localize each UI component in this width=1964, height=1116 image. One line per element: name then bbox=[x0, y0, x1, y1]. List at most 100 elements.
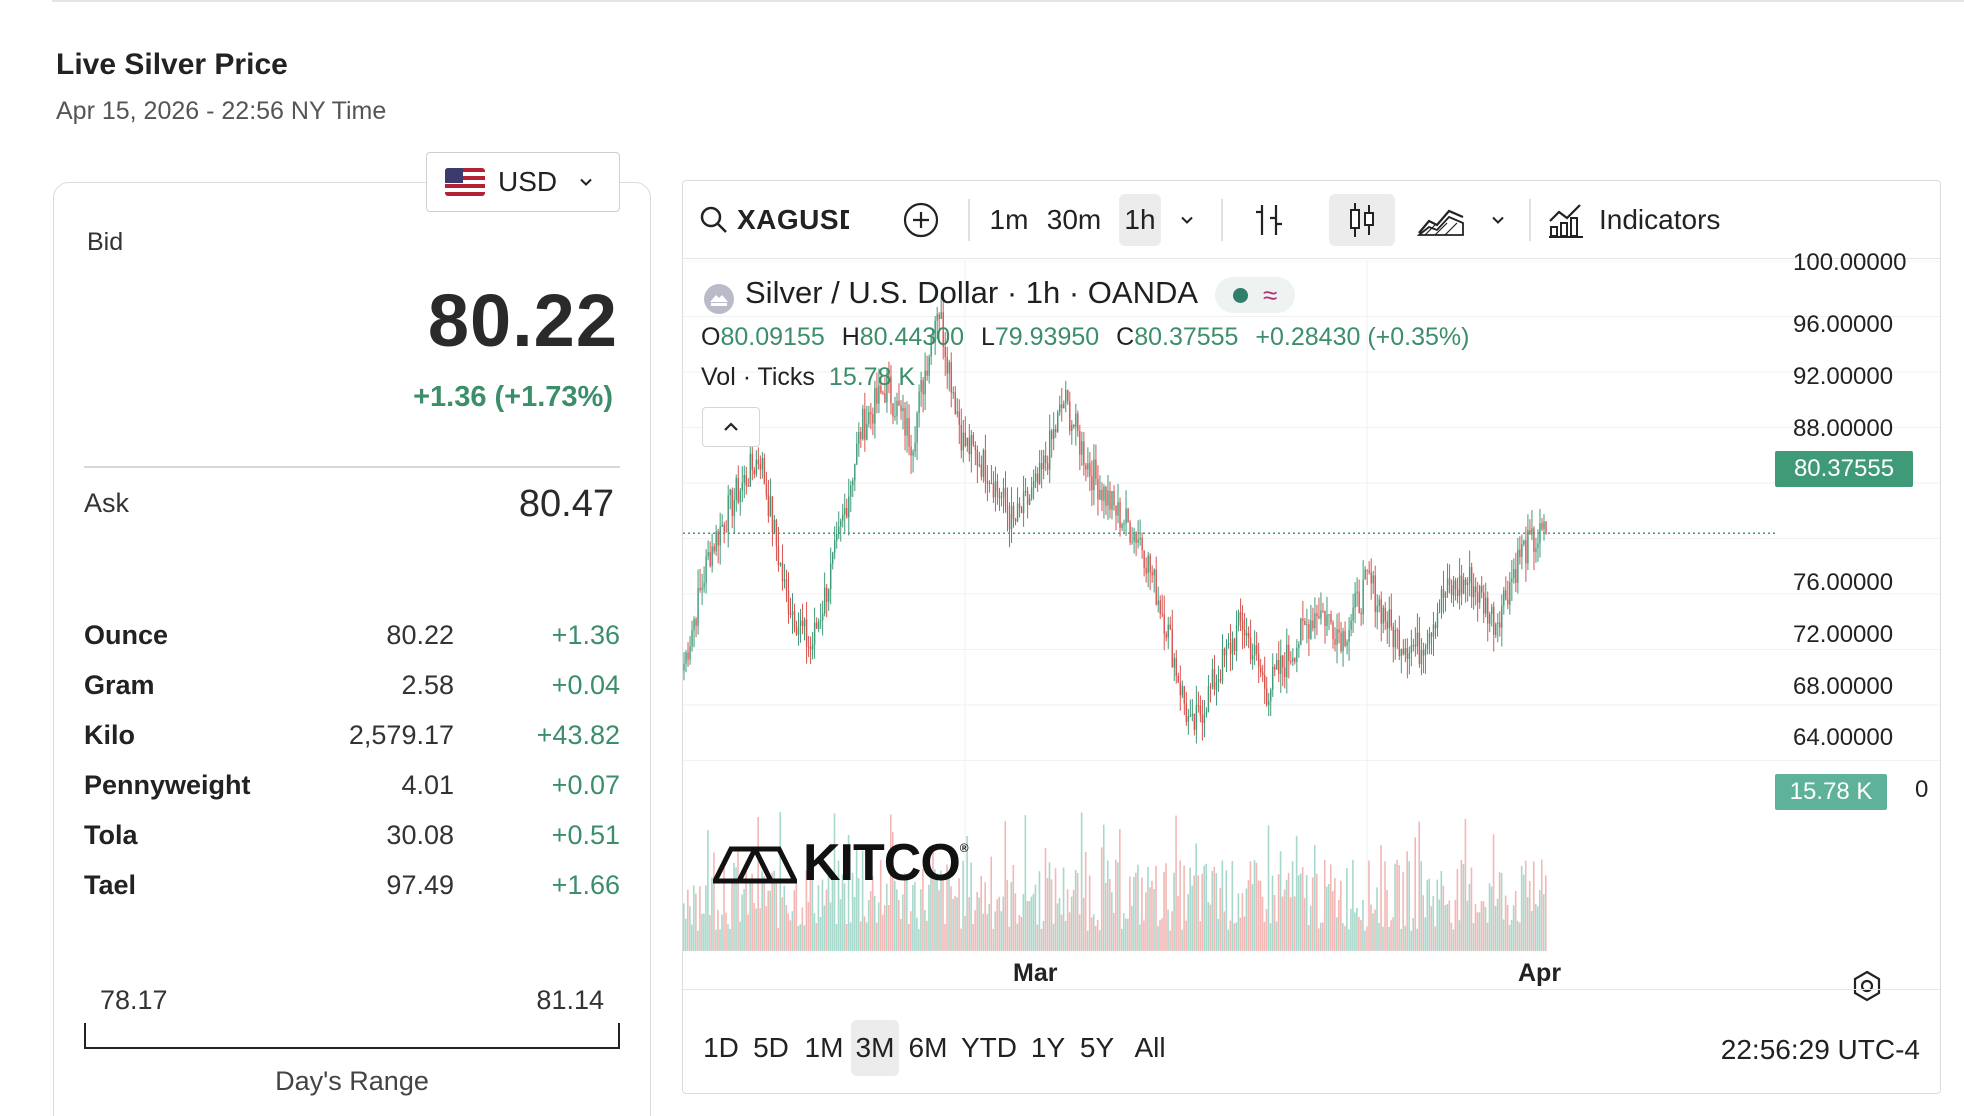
volume-bar bbox=[1428, 878, 1431, 951]
volume-bar bbox=[1404, 925, 1406, 951]
volume-bar bbox=[1434, 926, 1437, 951]
chart-plot-area[interactable]: Silver / U.S. Dollar · 1h · OANDA ≈ O80.… bbox=[683, 249, 1941, 987]
volume-bar bbox=[1438, 899, 1441, 951]
indicators-button[interactable]: Indicators bbox=[1547, 194, 1747, 246]
candle-body bbox=[1016, 503, 1019, 522]
range-ytd[interactable]: YTD bbox=[961, 1032, 1017, 1063]
volume-bar bbox=[1412, 917, 1414, 951]
volume-bar bbox=[687, 889, 689, 951]
unit-change: +0.04 bbox=[551, 669, 620, 700]
volume-bar bbox=[1494, 905, 1497, 951]
volume-bar bbox=[1016, 923, 1019, 951]
candle-body bbox=[1308, 624, 1310, 639]
volume-bar bbox=[1102, 824, 1105, 951]
candle-body bbox=[976, 450, 979, 466]
candle-body bbox=[950, 362, 952, 393]
candle-body bbox=[813, 622, 816, 645]
volume-bar bbox=[1362, 899, 1364, 951]
candle-body bbox=[1036, 473, 1039, 484]
chart-type-dropdown[interactable] bbox=[1480, 194, 1516, 246]
unit-name: Ounce bbox=[84, 619, 169, 650]
volume-bar bbox=[795, 881, 798, 951]
volume-bar bbox=[1442, 885, 1445, 951]
volume-bar bbox=[1237, 893, 1240, 951]
candle-body bbox=[1394, 629, 1397, 648]
unit-name: Gram bbox=[84, 669, 155, 700]
range-5d[interactable]: 5D bbox=[753, 1032, 789, 1063]
volume-bar bbox=[924, 909, 926, 951]
candle-body bbox=[1053, 428, 1055, 440]
candle-body bbox=[964, 432, 967, 446]
candle-body bbox=[789, 613, 792, 616]
price-chart[interactable] bbox=[683, 261, 1941, 971]
volume-bar bbox=[1131, 905, 1133, 951]
currency-select[interactable]: USD bbox=[426, 152, 620, 212]
volume-bar bbox=[737, 846, 739, 951]
candle-body bbox=[1153, 569, 1155, 576]
compare-button[interactable] bbox=[895, 194, 947, 246]
volume-bar bbox=[1125, 918, 1127, 951]
interval-dropdown[interactable] bbox=[1169, 194, 1205, 246]
volume-bar bbox=[988, 904, 991, 951]
settings-icon[interactable] bbox=[1850, 969, 1884, 1003]
volume-bar bbox=[1430, 906, 1433, 951]
candle-body bbox=[1521, 544, 1523, 558]
candle-body bbox=[823, 587, 826, 614]
candle-body bbox=[1288, 644, 1290, 662]
candle-body bbox=[1046, 463, 1049, 470]
volume-bar bbox=[797, 925, 800, 951]
candle-body bbox=[1519, 549, 1521, 558]
volume-bar bbox=[950, 886, 952, 951]
volume-bar bbox=[1139, 924, 1141, 951]
range-1d[interactable]: 1D bbox=[703, 1032, 739, 1063]
bar-style-button[interactable] bbox=[1243, 194, 1295, 246]
candle-body bbox=[956, 411, 958, 414]
volume-bar bbox=[966, 836, 968, 951]
volume-bar bbox=[1540, 859, 1543, 951]
volume-bar bbox=[1297, 875, 1300, 951]
range-3m[interactable]: 3M bbox=[851, 1020, 899, 1076]
symbol-search[interactable]: XAGUSD bbox=[699, 194, 859, 246]
candle-body bbox=[1410, 645, 1413, 653]
volume-bar bbox=[1518, 922, 1521, 951]
candle-body bbox=[882, 392, 884, 394]
candle-body bbox=[982, 450, 985, 477]
candles-style-button[interactable] bbox=[1329, 194, 1395, 246]
candle-body bbox=[1085, 465, 1087, 470]
volume-bar bbox=[948, 871, 950, 951]
volume-bar bbox=[910, 911, 912, 951]
range-6m[interactable]: 6M bbox=[908, 1032, 948, 1063]
unit-change: +1.66 bbox=[551, 869, 620, 900]
volume-bar bbox=[717, 909, 719, 951]
candles-icon bbox=[1350, 203, 1374, 237]
volume-bar bbox=[1233, 923, 1236, 951]
candle-body bbox=[795, 628, 798, 635]
volume-bar bbox=[1199, 921, 1201, 951]
collapse-legend-button[interactable] bbox=[702, 407, 760, 447]
area-style-button[interactable] bbox=[1411, 194, 1471, 246]
interval-1h[interactable]: 1h bbox=[1119, 194, 1161, 246]
market-status-pill[interactable]: ≈ bbox=[1215, 277, 1295, 313]
candle-body bbox=[1336, 629, 1338, 645]
range-all[interactable]: All bbox=[1134, 1032, 1166, 1063]
interval-1m[interactable]: 1m bbox=[989, 204, 1029, 235]
volume-bar bbox=[749, 882, 751, 951]
interval-30m[interactable]: 30m bbox=[1046, 204, 1102, 235]
volume-bar bbox=[1235, 922, 1238, 951]
volume-key: Vol · Ticks bbox=[701, 363, 815, 391]
candle-body bbox=[831, 552, 834, 564]
volume-bar bbox=[1217, 918, 1220, 951]
range-5y[interactable]: 5Y bbox=[1079, 1032, 1115, 1063]
candle-body bbox=[765, 484, 768, 496]
volume-bar bbox=[1470, 867, 1473, 951]
volume-bar bbox=[785, 905, 788, 951]
day-range-caption: Day's Range bbox=[275, 1066, 429, 1096]
range-1m[interactable]: 1M bbox=[804, 1032, 844, 1063]
volume-bar bbox=[934, 869, 936, 951]
search-icon bbox=[700, 206, 727, 233]
volume-bar bbox=[1504, 895, 1507, 951]
volume-bar bbox=[996, 899, 999, 951]
candle-body bbox=[1523, 540, 1525, 545]
candle-body bbox=[1163, 614, 1165, 634]
range-1y[interactable]: 1Y bbox=[1030, 1032, 1066, 1063]
